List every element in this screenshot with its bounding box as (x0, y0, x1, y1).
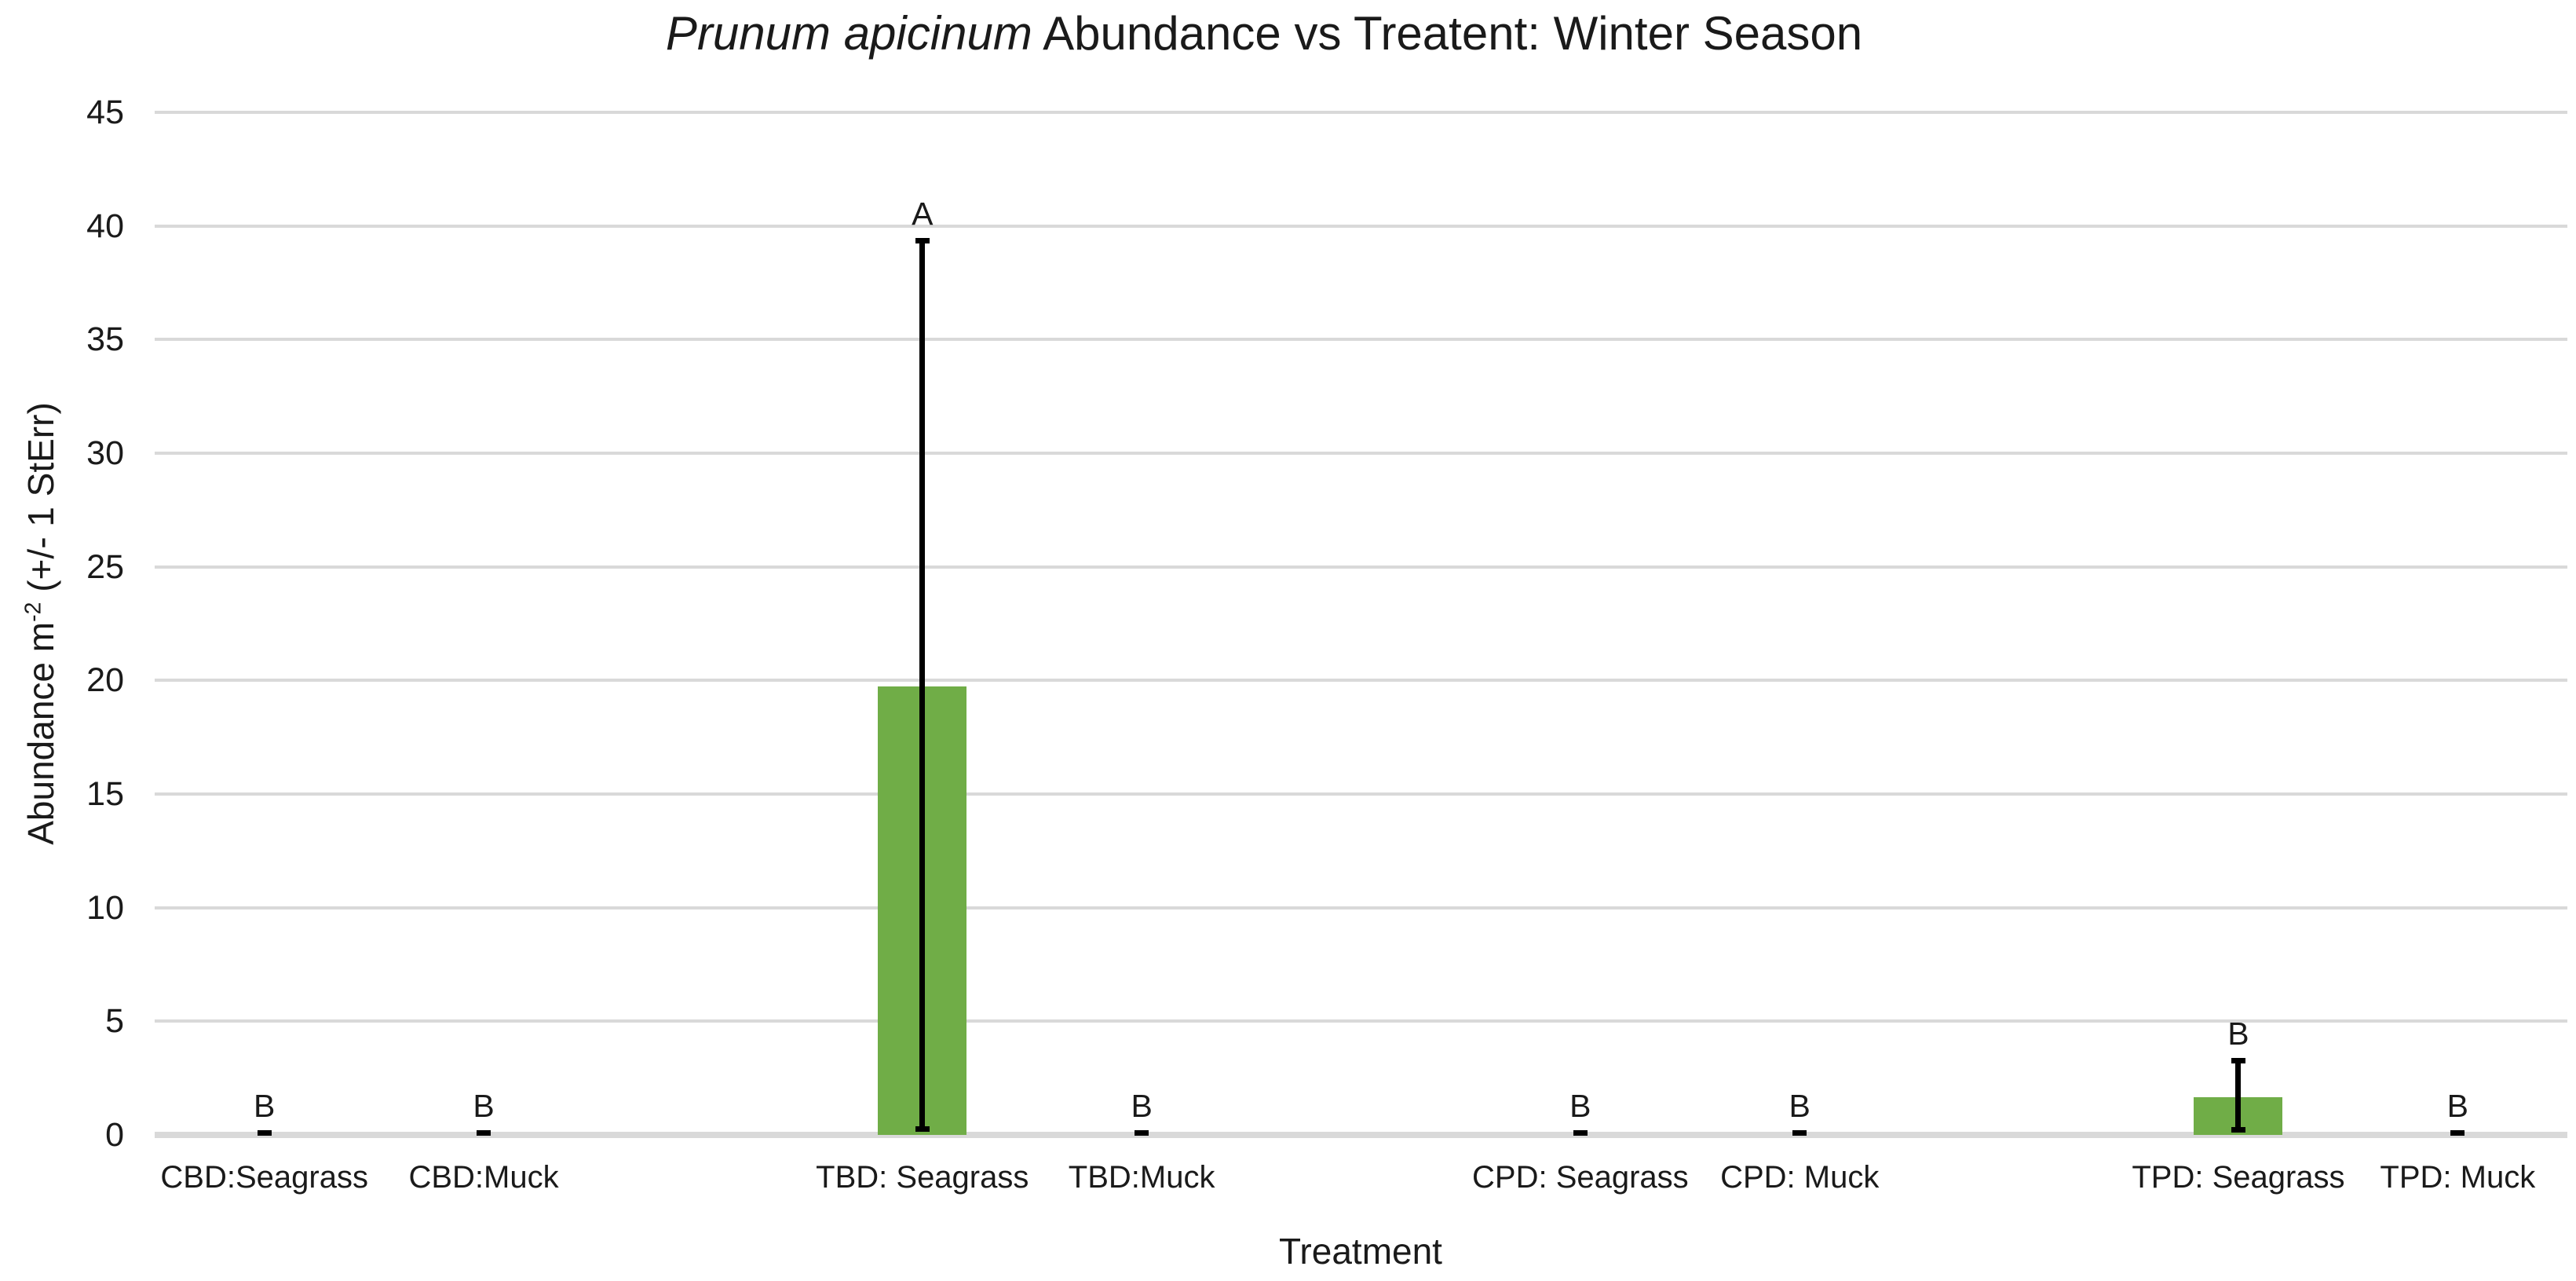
error-bar-cap-top (1573, 1129, 1588, 1136)
x-axis-title: Treatment (1279, 1231, 1442, 1272)
y-tick-label: 15 (86, 775, 124, 813)
significance-letter: B (253, 1087, 276, 1124)
error-bar-line (2235, 1060, 2242, 1133)
gridline (155, 1019, 2567, 1023)
error-bar-cap-top (477, 1129, 491, 1136)
x-tick-label: CPD: Seagrass (1472, 1160, 1689, 1195)
error-bar-cap-top (257, 1129, 272, 1136)
significance-letter: B (1789, 1087, 1811, 1124)
error-bar-cap-top (1792, 1129, 1807, 1136)
error-bar-line (919, 240, 926, 1132)
y-tick-label: 35 (86, 320, 124, 359)
x-tick-label: CBD:Seagrass (160, 1160, 368, 1195)
y-tick-label: 25 (86, 547, 124, 586)
gridline (155, 111, 2567, 114)
gridline (155, 224, 2567, 228)
error-bar-cap-top (2231, 1058, 2245, 1064)
significance-letter: B (1569, 1087, 1591, 1124)
significance-letter: B (2227, 1016, 2249, 1052)
chart-title-rest: Abundance vs Treatent: Winter Season (1032, 7, 1863, 60)
gridline (155, 452, 2567, 455)
y-tick-label: 0 (105, 1116, 124, 1154)
y-axis-title-superscript: -2 (20, 602, 46, 622)
x-tick-label: TBD: Seagrass (816, 1160, 1029, 1195)
y-tick-label: 10 (86, 888, 124, 927)
significance-letter: B (473, 1087, 495, 1124)
error-bar-cap-bottom (915, 1125, 930, 1132)
x-axis-line (155, 1132, 2567, 1138)
gridline (155, 906, 2567, 910)
x-tick-label: TPD: Seagrass (2132, 1160, 2345, 1195)
y-tick-label: 30 (86, 434, 124, 472)
y-axis-title-prefix: Abundance m (20, 621, 61, 845)
x-tick-label: TBD:Muck (1068, 1160, 1215, 1195)
y-tick-label: 45 (86, 93, 124, 131)
x-tick-label: TPD: Muck (2380, 1160, 2536, 1195)
chart-title: Prunum apicinum Abundance vs Treatent: W… (666, 6, 1862, 60)
gridline (155, 679, 2567, 683)
error-bar-cap-top (915, 237, 930, 243)
error-bar-cap-top (2450, 1129, 2465, 1136)
significance-letter: A (912, 195, 934, 232)
y-tick-label: 20 (86, 661, 124, 700)
significance-letter: B (1131, 1087, 1153, 1124)
significance-letter: B (2446, 1087, 2468, 1124)
gridline (155, 565, 2567, 569)
y-tick-label: 5 (105, 1002, 124, 1041)
x-tick-label: CPD: Muck (1720, 1160, 1880, 1195)
gridline (155, 338, 2567, 342)
error-bar-cap-bottom (2231, 1127, 2245, 1133)
x-tick-label: CBD:Muck (408, 1160, 559, 1195)
error-bar-cap-top (1135, 1129, 1149, 1136)
y-tick-label: 40 (86, 207, 124, 245)
gridline (155, 792, 2567, 796)
chart-title-species: Prunum apicinum (665, 7, 1032, 60)
